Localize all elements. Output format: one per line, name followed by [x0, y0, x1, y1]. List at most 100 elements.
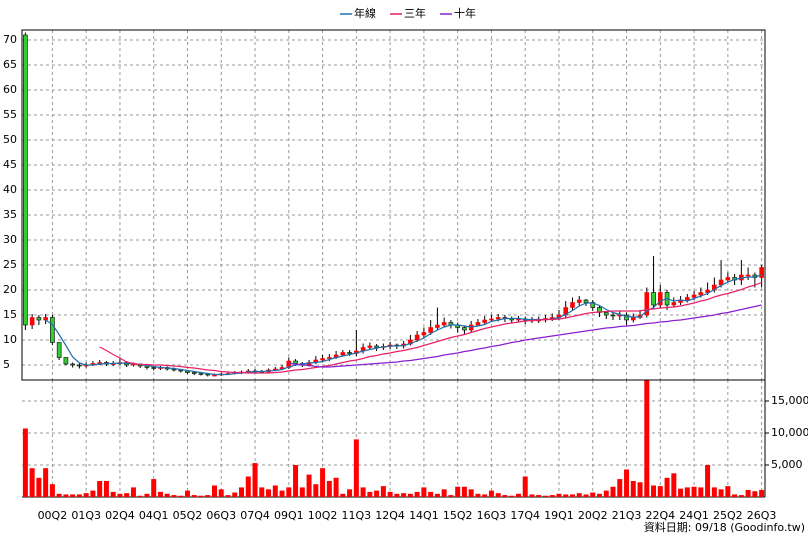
- x-tick-label: 02Q4: [105, 509, 135, 522]
- moving-average-line: [45, 274, 762, 376]
- x-tick-label: 14Q1: [409, 509, 439, 522]
- candle-body: [745, 274, 751, 277]
- volume-bar: [103, 480, 109, 497]
- x-tick-label: 06Q3: [206, 509, 236, 522]
- x-tick-label: 11Q3: [342, 509, 372, 522]
- x-tick-label: 21Q3: [612, 509, 642, 522]
- candle-body: [624, 314, 629, 321]
- volume-bar: [698, 487, 704, 497]
- volume-bar: [752, 491, 758, 497]
- candle-body: [725, 277, 731, 281]
- x-tick-label: 07Q4: [240, 509, 270, 522]
- volume-bar: [178, 495, 184, 497]
- volume-bar: [542, 495, 548, 497]
- volume-bar: [97, 480, 103, 497]
- volume-bar: [657, 486, 663, 497]
- candle-body: [475, 322, 481, 326]
- x-tick-label: 26Q3: [747, 509, 777, 522]
- x-tick-label: 19Q1: [544, 509, 574, 522]
- candle-body: [610, 314, 616, 317]
- candle-body: [191, 372, 197, 374]
- volume-bar: [536, 495, 542, 497]
- volume-bar: [664, 477, 670, 497]
- candle-body: [198, 373, 204, 375]
- volume-bar: [293, 464, 299, 497]
- volume-bar: [367, 491, 373, 497]
- y-tick-label: 50: [3, 133, 17, 146]
- candle-body: [671, 302, 677, 306]
- volume-bar: [164, 493, 170, 497]
- volume-bar: [320, 468, 326, 497]
- volume-bar: [239, 487, 245, 497]
- volume-bar: [515, 493, 521, 497]
- volume-bar: [299, 487, 305, 497]
- volume-bar: [43, 468, 49, 497]
- candle-body: [212, 374, 217, 377]
- volume-bar: [205, 495, 211, 497]
- candle-body: [644, 292, 650, 316]
- volume-bar: [556, 493, 562, 497]
- candle-body: [698, 292, 704, 296]
- volume-bar: [630, 480, 636, 497]
- y-tick-label: 15,000: [771, 394, 808, 407]
- candle-body: [77, 364, 82, 367]
- candle-body: [347, 352, 352, 354]
- volume-bar: [387, 491, 393, 497]
- volume-bar: [569, 494, 575, 497]
- volume-bar: [259, 487, 265, 497]
- volume-bar: [353, 439, 359, 497]
- x-tick-label: 04Q1: [139, 509, 169, 522]
- candle-body: [570, 302, 575, 308]
- y-tick-label: 15: [3, 308, 17, 321]
- volume-bar: [313, 484, 319, 497]
- candle-body: [43, 317, 48, 321]
- volume-bar: [421, 487, 427, 497]
- volume-bar: [624, 469, 630, 497]
- y-tick-label: 5,000: [771, 458, 803, 471]
- candle-body: [691, 294, 697, 298]
- candle-body: [293, 360, 298, 364]
- volume-bar: [461, 486, 467, 497]
- volume-bar: [583, 494, 589, 497]
- candle-body: [658, 292, 663, 306]
- candle-body: [367, 345, 373, 348]
- volume-bar: [502, 495, 508, 497]
- moving-average-line: [288, 304, 762, 368]
- volume-bar: [711, 487, 717, 497]
- candle-body: [63, 357, 69, 365]
- candle-body: [428, 327, 433, 333]
- volume-bar: [644, 380, 650, 497]
- volume-bar: [90, 490, 96, 497]
- candle-body: [29, 317, 35, 326]
- volume-bar: [29, 468, 35, 497]
- volume-bar: [651, 485, 657, 497]
- volume-bar: [151, 479, 157, 497]
- candle-body: [320, 358, 325, 361]
- volume-bar: [407, 493, 413, 497]
- volume-bar: [414, 491, 420, 497]
- candle-body: [576, 299, 582, 303]
- x-tick-label: 05Q2: [173, 509, 203, 522]
- volume-bar: [279, 490, 285, 497]
- volume-bar: [678, 488, 684, 497]
- y-tick-label: 10,000: [771, 426, 808, 439]
- volume-bar: [218, 489, 224, 497]
- volume-bar: [374, 490, 380, 497]
- candle-body: [651, 292, 656, 306]
- volume-bar: [83, 493, 89, 497]
- candle-body: [151, 367, 157, 369]
- volume-bar: [340, 493, 346, 497]
- y-tick-label: 10: [3, 333, 17, 346]
- volume-bar: [286, 487, 292, 497]
- x-tick-label: 17Q4: [510, 509, 540, 522]
- volume-bar: [448, 495, 454, 497]
- candle-body: [327, 357, 332, 359]
- candle-body: [70, 363, 75, 366]
- volume-bar: [272, 485, 278, 497]
- volume-bar: [759, 489, 765, 497]
- candle-body: [50, 317, 55, 343]
- volume-bar: [529, 494, 535, 497]
- x-tick-label: 25Q2: [713, 509, 743, 522]
- volume-bar: [475, 493, 481, 497]
